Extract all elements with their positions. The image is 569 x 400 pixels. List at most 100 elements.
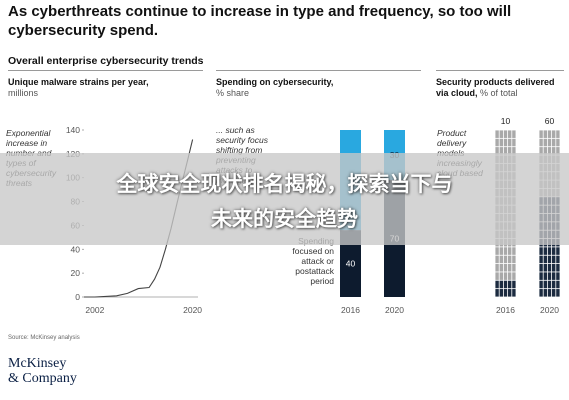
cloud-grid-square [552,247,556,255]
cloud-grid-square [495,289,499,297]
cloud-grid-square [543,247,547,255]
cloud-grid-square [539,147,543,155]
cloud-grid-square [499,138,503,147]
cloud-grid-square [552,138,556,147]
cloud-grid-square [539,272,543,280]
spending-xtick-label: 2020 [385,305,404,315]
divider-2 [216,70,421,71]
cloud-grid-square [539,130,543,138]
cloud-grid-square [512,247,516,255]
malware-ytick-label: 0 [75,292,80,302]
cloud-grid-square [495,280,499,289]
cloud-grid-square [495,272,499,280]
cloud-grid-square [512,138,516,147]
divider-3 [436,70,564,71]
cloud-grid-square [503,247,508,255]
cloud-grid-square [543,272,547,280]
cloud-grid-square [547,264,552,272]
cloud-grid-square [503,138,508,147]
cloud-grid-square [556,147,560,155]
cloud-grid-square [552,147,556,155]
cloud-grid-square [556,138,560,147]
headline: As cyberthreats continue to increase in … [8,3,512,39]
divider-1 [8,70,203,71]
cloud-grid-square [543,138,547,147]
cloud-grid-square [503,289,508,297]
cloud-grid-square [512,264,516,272]
cloud-grid-square [503,130,508,138]
malware-chart-unit: millions [8,88,39,98]
cloud-grid-square [543,147,547,155]
cloud-grid-square [499,272,503,280]
mckinsey-logo: McKinsey & Company [8,356,77,386]
cloud-xtick-label: 2016 [496,305,515,315]
cloud-grid-square [543,264,547,272]
cloud-grid-square [539,280,543,289]
cloud-grid-square [543,289,547,297]
cloud-grid-square [499,280,503,289]
cloud-grid-square [539,264,543,272]
cloud-chart-unit: % of total [480,88,518,98]
cloud-grid-square [499,147,503,155]
malware-xtick-label: 2020 [183,305,202,315]
cloud-grid-square [499,130,503,138]
malware-ytick-label: 140 [66,125,80,135]
spending-chart-title-bold: Spending on cybersecurity, [216,77,334,87]
cloud-grid-square [499,247,503,255]
cloud-grid-square [547,272,552,280]
cloud-grid-square [508,138,512,147]
source-note: Source: McKinsey analysis [8,335,80,341]
cloud-grid-square [495,264,499,272]
cloud-grid-square [503,255,508,264]
cloud-grid-square [556,264,560,272]
malware-chart-title: Unique malware strains per year, million… [8,77,198,99]
cloud-grid-square [499,289,503,297]
logo-line-2: & Company [8,371,77,386]
cloud-grid-square [512,289,516,297]
cloud-grid-square [556,280,560,289]
cloud-grid-square [512,272,516,280]
cloud-grid-square [508,280,512,289]
cloud-grid-square [552,272,556,280]
cloud-grid-square [552,280,556,289]
cloud-grid-square [508,147,512,155]
cloud-grid-square [499,264,503,272]
cloud-grid-square [552,289,556,297]
cloud-xtick-label: 2020 [540,305,559,315]
cloud-grid-square [495,147,499,155]
cloud-grid-square [547,138,552,147]
cloud-grid-square [547,247,552,255]
cloud-grid-square [508,255,512,264]
logo-line-1: McKinsey [8,356,67,371]
spending-data-label-bottom: 40 [346,259,356,269]
cloud-data-label: 60 [545,116,555,126]
malware-ytick-label: 20 [71,268,81,278]
cloud-grid-square [508,247,512,255]
cloud-grid-square [508,264,512,272]
malware-ytick-label: 40 [71,244,81,254]
spending-chart-title: Spending on cybersecurity, % share [216,77,416,99]
cloud-grid-square [543,255,547,264]
cloud-grid-square [512,255,516,264]
cloud-grid-square [552,130,556,138]
cloud-grid-square [503,264,508,272]
cloud-grid-square [503,280,508,289]
cloud-grid-square [556,289,560,297]
cloud-grid-square [495,247,499,255]
cloud-grid-square [547,280,552,289]
cloud-grid-square [499,255,503,264]
cloud-grid-square [539,138,543,147]
cloud-grid-square [495,138,499,147]
cloud-grid-square [552,255,556,264]
cloud-grid-square [543,130,547,138]
cloud-grid-square [556,255,560,264]
cloud-chart-title: Security products delivered via cloud, %… [436,77,566,99]
cloud-grid-square [552,264,556,272]
cloud-grid-square [495,255,499,264]
cloud-grid-square [503,147,508,155]
cloud-grid-square [547,255,552,264]
cloud-grid-square [508,130,512,138]
cloud-grid-square [539,289,543,297]
subheading: Overall enterprise cybersecurity trends [8,55,204,67]
cloud-grid-square [508,289,512,297]
